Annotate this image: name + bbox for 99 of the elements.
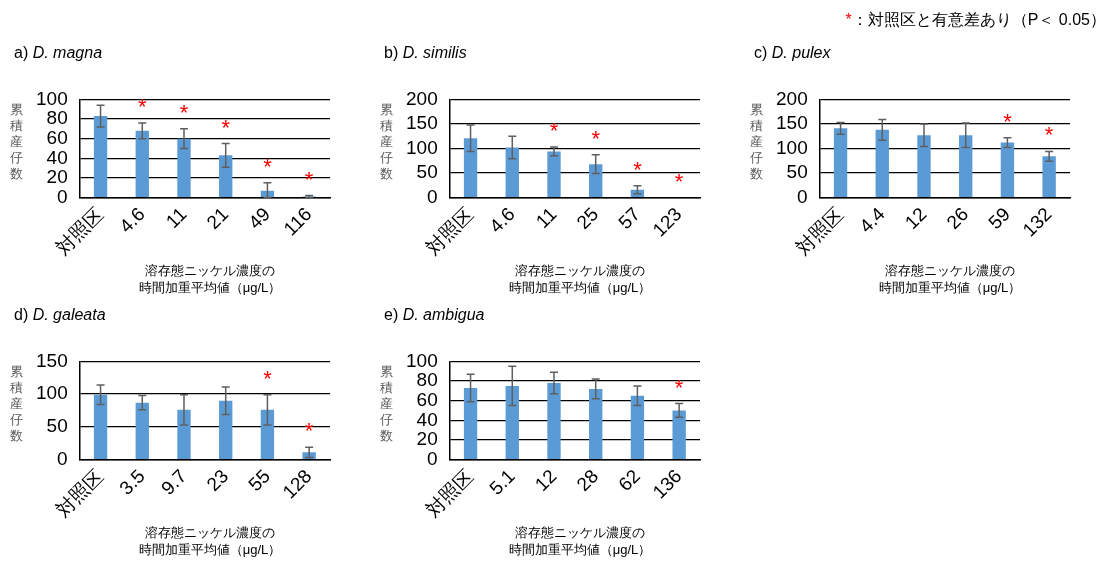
bar <box>1000 142 1015 197</box>
data-label: * <box>1044 122 1054 148</box>
x-tick-label: 59 <box>984 203 1014 234</box>
bar <box>135 402 149 459</box>
bar <box>177 409 191 459</box>
y-tick-label: 40 <box>46 146 68 168</box>
y-axis-title: 累積産仔数 <box>748 102 764 182</box>
bar <box>547 151 561 197</box>
bar <box>959 135 973 197</box>
bar <box>589 164 603 197</box>
y-tick-label: 100 <box>36 382 68 404</box>
y-tick-label: 80 <box>416 369 438 391</box>
y-tick-label: 80 <box>46 107 68 129</box>
x-tick-label: 116 <box>279 203 316 240</box>
chart-title: c) D. pulex <box>754 44 831 62</box>
bar <box>672 410 686 459</box>
bar <box>177 138 191 197</box>
x-tick-label: 26 <box>942 203 973 234</box>
bar <box>219 155 233 197</box>
y-tick-label: 150 <box>36 349 68 371</box>
bar <box>589 388 603 459</box>
bar <box>219 400 233 459</box>
bar <box>505 385 519 459</box>
x-tick-label: 4.6 <box>485 203 519 237</box>
bar <box>463 138 478 197</box>
x-tick-label: 123 <box>648 203 686 241</box>
y-tick-label: 100 <box>406 349 438 371</box>
data-label: * <box>591 125 601 151</box>
data-label: * <box>263 365 273 391</box>
data-label: * <box>549 118 559 144</box>
bar <box>547 383 561 459</box>
y-tick-label: 100 <box>36 87 68 109</box>
bar <box>93 116 108 197</box>
data-label: * <box>674 168 684 194</box>
data-label: * <box>221 114 231 140</box>
x-tick-label: 11 <box>531 203 561 233</box>
x-tick-label: 5.1 <box>485 465 519 499</box>
chart-title: d) D. galeata <box>14 306 106 324</box>
y-tick-label: 20 <box>416 428 438 450</box>
y-tick-label: 200 <box>776 87 808 109</box>
x-tick-label: 21 <box>202 203 233 234</box>
chart-title: b) D. similis <box>384 44 467 62</box>
x-axis-title: 溶存態ニッケル濃度の時間加重平均値（μg/L） <box>877 262 1023 296</box>
bar <box>833 128 848 197</box>
x-tick-label: 25 <box>572 203 603 234</box>
x-tick-label: 23 <box>202 465 233 496</box>
y-tick-label: 50 <box>786 161 808 183</box>
y-tick-label: 50 <box>416 161 438 183</box>
data-label: * <box>674 374 684 400</box>
y-tick-label: 100 <box>406 136 438 158</box>
y-tick-label: 50 <box>46 415 68 437</box>
y-axis-title: 累積産仔数 <box>378 102 394 182</box>
bar <box>260 409 275 459</box>
x-axis-title: 溶存態ニッケル濃度の時間加重平均値（μg/L） <box>507 524 653 558</box>
x-tick-label: 28 <box>572 465 603 496</box>
x-tick-label: 132 <box>1018 203 1056 241</box>
data-label: * <box>263 153 273 179</box>
y-axis-title: 累積産仔数 <box>8 102 24 182</box>
y-tick-label: 40 <box>416 408 438 430</box>
y-tick-label: 200 <box>406 87 438 109</box>
x-tick-label: 4.4 <box>855 203 890 237</box>
x-axis-title: 溶存態ニッケル濃度の時間加重平均値（μg/L） <box>507 262 653 296</box>
bar <box>875 129 889 197</box>
bar <box>93 394 108 459</box>
x-tick-label: 9.7 <box>156 465 191 499</box>
bar <box>463 387 478 459</box>
y-tick-label: 60 <box>46 126 68 148</box>
x-tick-label: 12 <box>900 203 931 234</box>
data-label: * <box>137 94 147 120</box>
y-tick-label: 150 <box>776 112 808 134</box>
data-label: * <box>633 156 643 182</box>
x-tick-label: 128 <box>278 465 316 503</box>
data-label: * <box>1003 108 1013 134</box>
x-tick-label: 11 <box>161 203 191 233</box>
y-tick-label: 100 <box>776 136 808 158</box>
data-label: * <box>179 99 189 125</box>
x-tick-label: 136 <box>648 465 686 503</box>
bar <box>135 130 149 197</box>
y-axis-title: 累積産仔数 <box>378 364 394 444</box>
bar <box>917 135 931 197</box>
chart-title: e) D. ambigua <box>384 306 485 324</box>
bar <box>1042 156 1056 197</box>
y-tick-label: 150 <box>406 112 438 134</box>
y-tick-label: 20 <box>46 166 68 188</box>
x-tick-label: 4.6 <box>115 203 149 237</box>
chart-title: a) D. magna <box>14 44 103 62</box>
x-tick-label: 49 <box>244 203 274 234</box>
x-tick-label: 12 <box>530 465 561 496</box>
bar <box>630 395 645 459</box>
x-axis-title: 溶存態ニッケル濃度の時間加重平均値（μg/L） <box>137 262 283 296</box>
x-tick-label: 57 <box>614 203 644 234</box>
x-tick-label: 3.5 <box>115 465 149 499</box>
x-axis-title: 溶存態ニッケル濃度の時間加重平均値（μg/L） <box>137 524 283 558</box>
y-tick-label: 60 <box>416 388 438 410</box>
text: *：対照区と有意差あり（P＜ 0.05） <box>845 11 1106 28</box>
x-tick-label: 62 <box>614 465 644 496</box>
x-tick-label: 55 <box>244 465 274 496</box>
y-axis-title: 累積産仔数 <box>8 364 24 444</box>
bar <box>505 147 519 197</box>
